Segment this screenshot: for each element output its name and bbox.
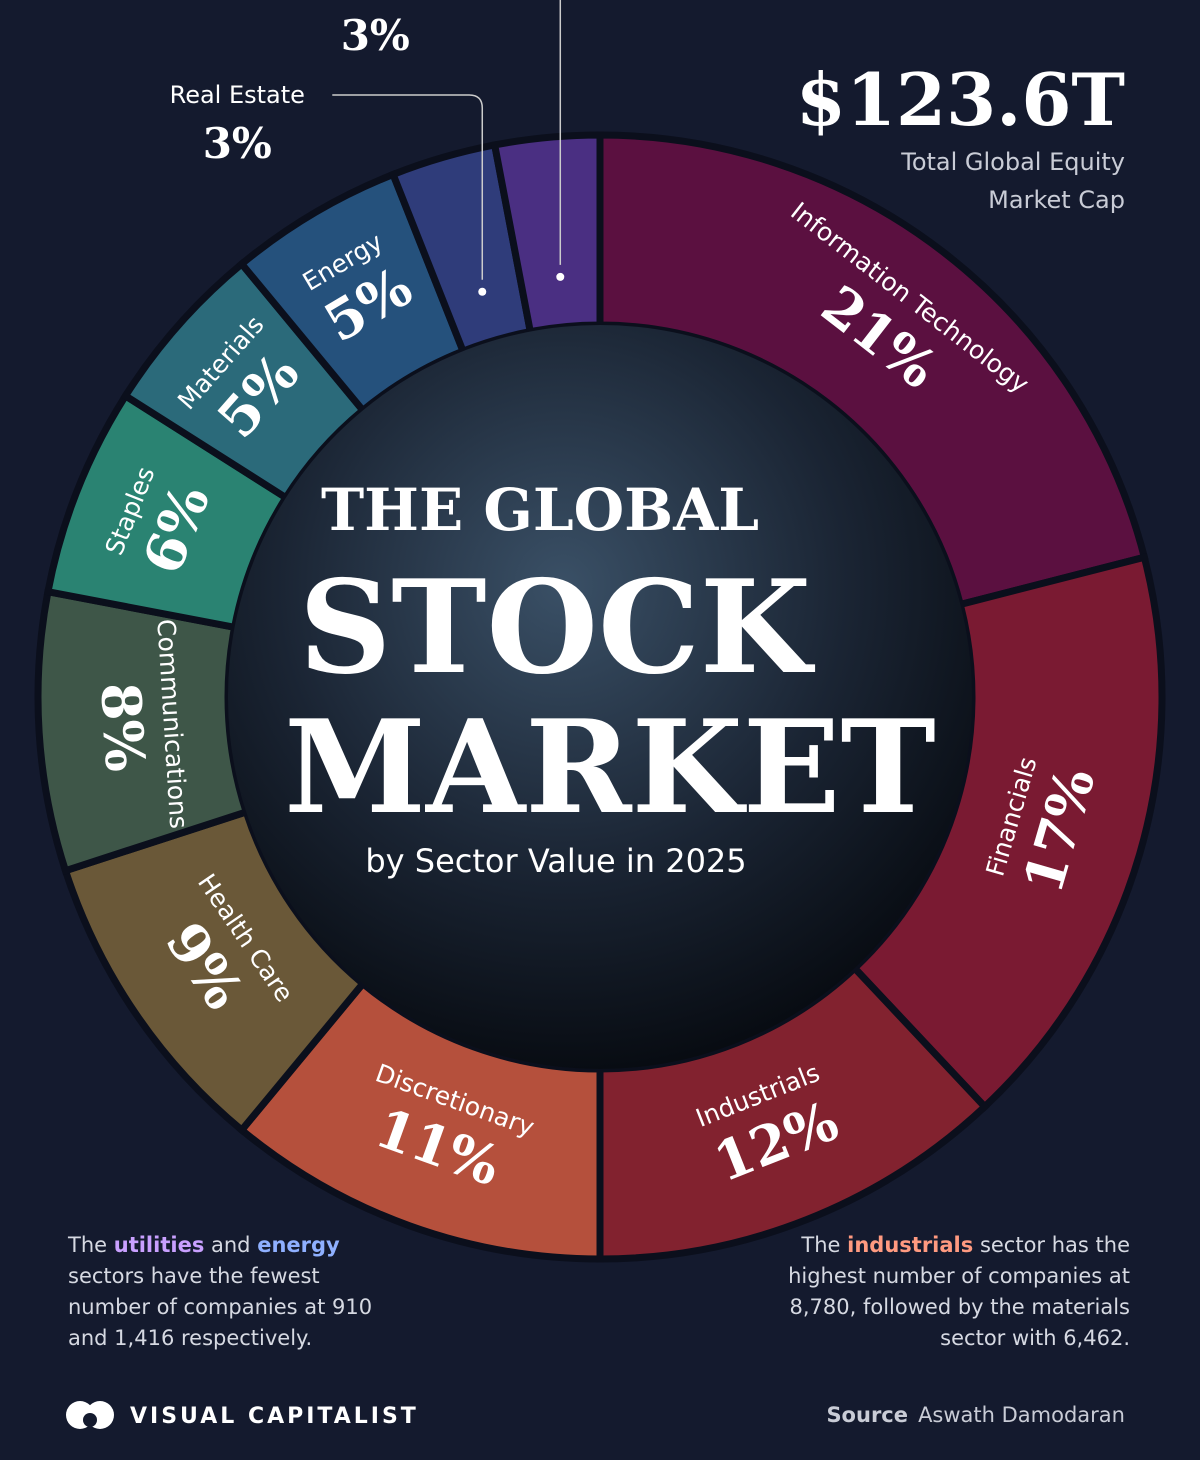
title-line: MARKET [284,693,935,843]
value-label: 8% [88,681,157,774]
note-highlight: industrials [847,1233,974,1257]
globe [228,325,972,1069]
note-text: sector has the highest number of compani… [788,1233,1130,1350]
note-text: The [68,1233,108,1257]
leader-line [332,94,484,280]
note-left: The utilities and energy sectors have th… [68,1230,398,1354]
total-caption: Total Global Equity [900,148,1125,176]
source: Aswath Damodaran [918,1403,1125,1427]
value-label: 3% [341,11,410,60]
note-text: and [211,1233,251,1257]
note-right: The industrials sector has the highest n… [770,1230,1130,1354]
total: $123.6T [796,57,1125,142]
title-line: THE GLOBAL [321,476,759,544]
note-highlight: energy [257,1233,340,1257]
title-line: STOCK [299,553,816,703]
source-label: Source [826,1403,908,1427]
leader-dot [556,272,565,281]
subtitle: by Sector Value in 2025 [365,842,746,880]
value-label: 3% [203,119,272,168]
category-label: Utilities [330,0,420,1]
note-highlight: utilities [113,1233,205,1257]
category-label: Real Estate [170,81,305,109]
brand-logo [66,1401,114,1429]
total-caption: Market Cap [988,186,1125,214]
note-text: The [801,1233,841,1257]
brand: VISUAL CAPITALIST [130,1404,419,1429]
leader-dot [478,287,487,296]
note-text: sectors have the fewest number of compan… [68,1264,373,1350]
